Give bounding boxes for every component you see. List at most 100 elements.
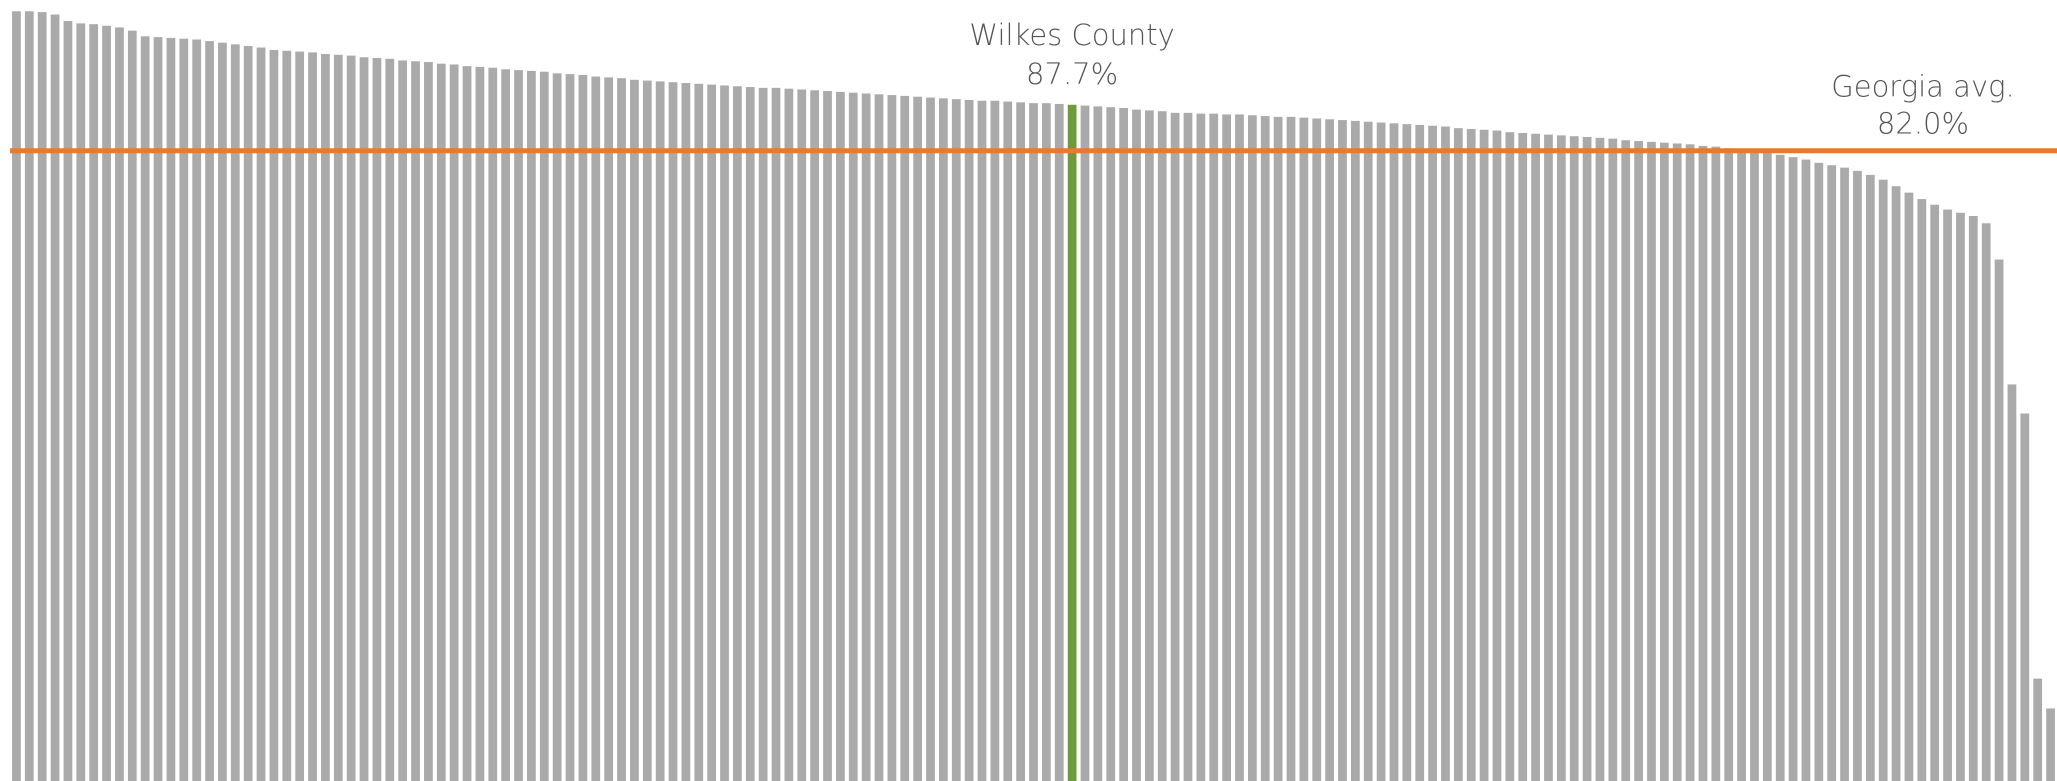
bar <box>1170 112 1180 781</box>
bar <box>771 87 781 781</box>
bar <box>694 83 704 781</box>
bar <box>1312 118 1322 781</box>
bar <box>1608 138 1618 781</box>
bar <box>256 47 266 781</box>
bar <box>1711 146 1721 781</box>
bar <box>24 11 34 781</box>
bar <box>1569 136 1579 781</box>
bar <box>1428 125 1437 781</box>
bar <box>617 78 626 781</box>
bar <box>295 51 305 781</box>
bar <box>1621 140 1631 781</box>
bar <box>1659 142 1669 781</box>
bar <box>1750 150 1759 781</box>
bar <box>1891 186 1901 781</box>
bar <box>1235 114 1244 781</box>
bar <box>1029 103 1038 781</box>
bar <box>102 25 111 781</box>
bar <box>475 66 485 781</box>
bar <box>488 67 498 781</box>
bar <box>1415 124 1425 781</box>
reference-label: Georgia avg. <box>1831 70 2014 104</box>
bar <box>1865 174 1875 781</box>
bar <box>1775 154 1785 781</box>
bar <box>398 60 408 781</box>
bar <box>1492 130 1502 781</box>
bar <box>321 54 330 781</box>
bar <box>784 88 794 781</box>
bar <box>2020 413 2030 781</box>
bar <box>153 37 163 781</box>
bar <box>977 100 987 781</box>
bar <box>1376 122 1386 781</box>
bar <box>1518 132 1528 781</box>
bar <box>1003 101 1013 781</box>
bar <box>964 99 974 781</box>
bar <box>359 57 369 781</box>
bar <box>1968 216 1978 781</box>
bar <box>1041 103 1051 781</box>
bar <box>1080 105 1090 781</box>
bar <box>1904 192 1914 781</box>
bar <box>230 44 240 781</box>
bar <box>1634 141 1643 781</box>
bar <box>2046 708 2055 781</box>
bar <box>192 39 202 781</box>
bar <box>76 23 86 781</box>
bar <box>462 66 472 781</box>
bar <box>1994 259 2004 781</box>
bar <box>243 45 253 781</box>
bar <box>2007 384 2017 781</box>
bar <box>758 87 768 781</box>
bar <box>1054 103 1064 781</box>
bar <box>1286 116 1296 781</box>
bar <box>1389 123 1399 781</box>
bar <box>346 55 356 781</box>
bar <box>385 58 395 781</box>
bar <box>1016 102 1026 781</box>
bar <box>1685 144 1695 781</box>
bar <box>166 37 176 781</box>
bar <box>1956 212 1965 781</box>
highlight-bar <box>1067 104 1077 781</box>
bar <box>89 24 99 781</box>
bar <box>926 97 935 781</box>
bar <box>1119 108 1128 781</box>
bar <box>2033 678 2043 781</box>
bar <box>1556 135 1566 781</box>
bar <box>12 11 21 781</box>
bar <box>823 91 832 781</box>
bar <box>50 14 60 781</box>
bar <box>1479 129 1489 781</box>
bar <box>1157 111 1167 781</box>
bar <box>745 87 755 781</box>
bar <box>1840 167 1849 781</box>
bar <box>1338 120 1347 781</box>
bar <box>269 49 279 781</box>
bar <box>1144 110 1154 781</box>
bar <box>411 61 420 781</box>
bar <box>449 64 459 781</box>
bar <box>1466 128 1476 781</box>
bar <box>848 92 858 781</box>
bar <box>578 74 588 781</box>
bar <box>642 80 652 781</box>
bar <box>539 71 549 781</box>
bar <box>951 99 961 781</box>
bar <box>527 70 536 781</box>
bar <box>1981 223 1991 781</box>
bar <box>372 58 382 781</box>
bar <box>707 84 717 781</box>
bar <box>861 93 871 781</box>
bar <box>179 38 189 781</box>
bar <box>1647 141 1656 781</box>
bar <box>630 79 639 781</box>
bar <box>1801 159 1811 781</box>
bar <box>1930 204 1940 781</box>
bar <box>1878 179 1888 781</box>
bar <box>1853 170 1862 781</box>
bar <box>1595 137 1605 781</box>
bar <box>836 91 845 781</box>
bar <box>733 86 742 781</box>
